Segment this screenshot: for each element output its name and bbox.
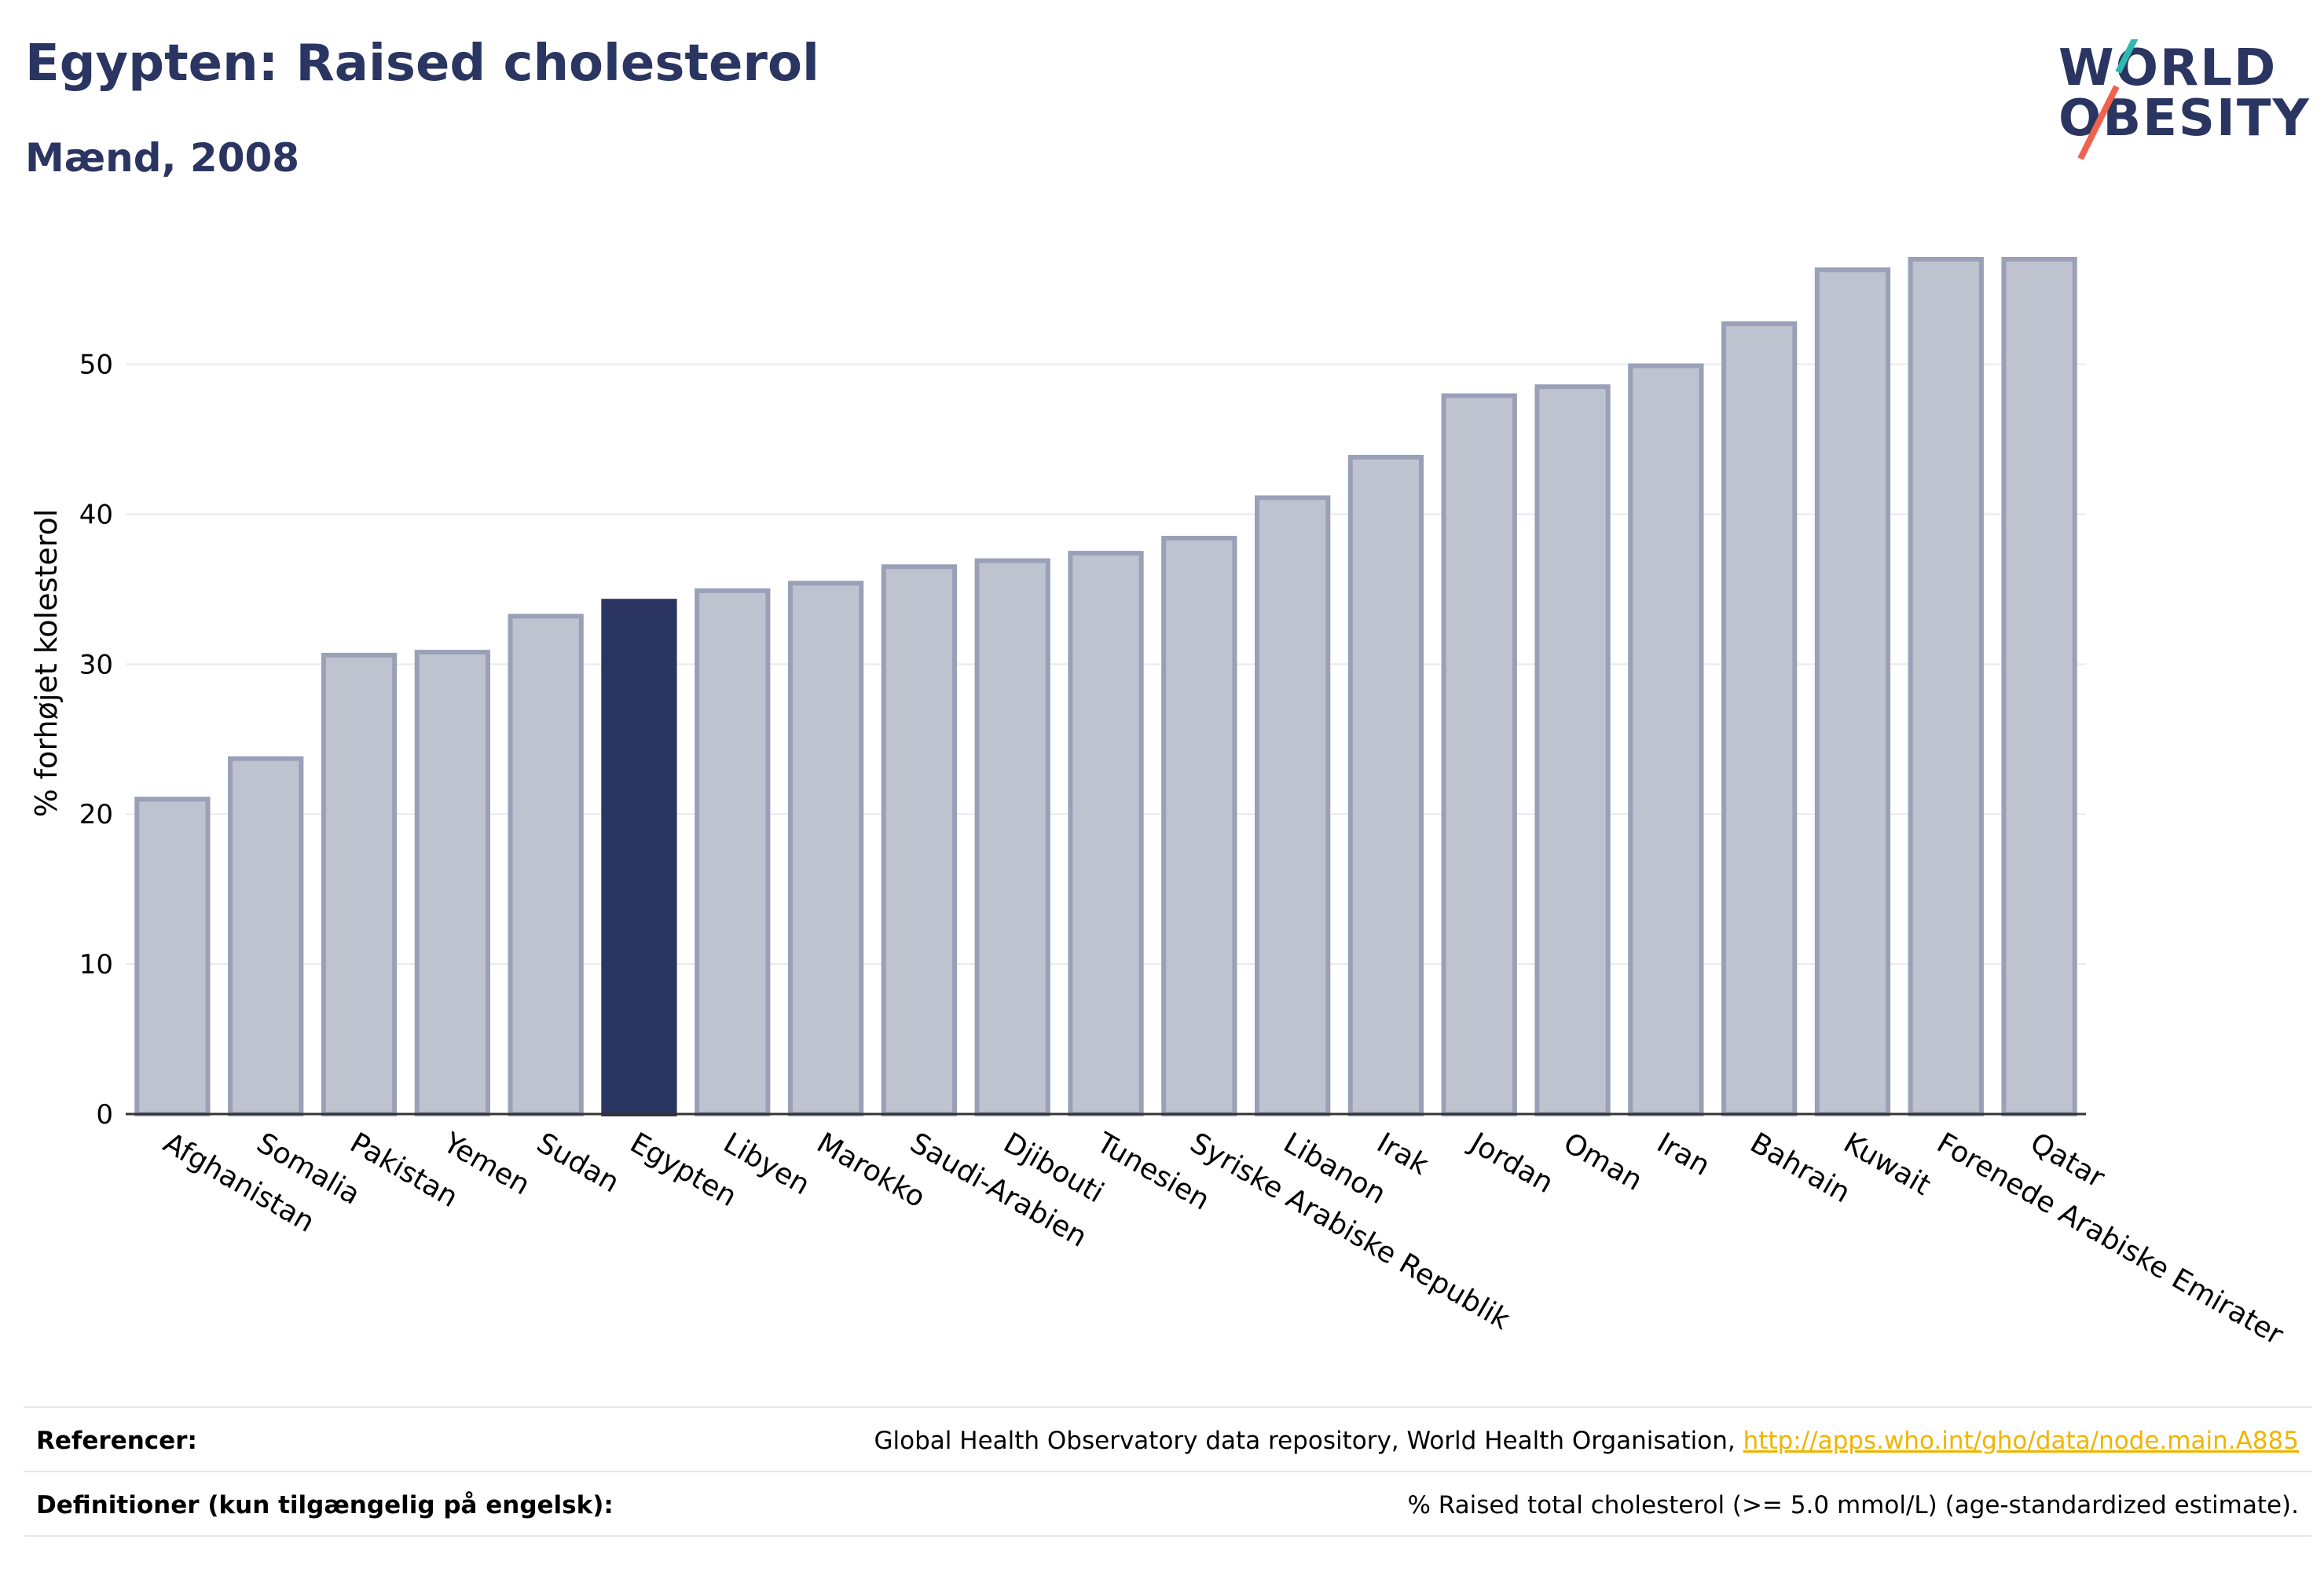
y-axis-label: % forhøjet kolesterol — [29, 509, 64, 818]
y-tick-label: 50 — [79, 350, 113, 381]
references-link[interactable]: http://apps.who.int/gho/data/node.main.A… — [1743, 1427, 2299, 1455]
chart-title: Egypten: Raised cholesterol — [25, 35, 819, 93]
x-tick-label: Oman — [1558, 1127, 1648, 1197]
logo-slash-icon — [2077, 39, 2139, 160]
bar — [321, 652, 398, 1116]
x-tick-label: Iran — [1651, 1127, 1715, 1182]
references-label: Referencer: — [36, 1427, 197, 1455]
references-row: Referencer: Global Health Observatory da… — [24, 1406, 2311, 1471]
x-tick-label: Bahrain — [1745, 1127, 1856, 1209]
x-tick-label: Jordan — [1464, 1126, 1559, 1200]
bar — [1254, 495, 1331, 1116]
definitions-text: % Raised total cholesterol (>= 5.0 mmol/… — [1407, 1491, 2299, 1519]
bar — [974, 558, 1050, 1116]
references-text: Global Health Observatory data repositor… — [874, 1427, 1736, 1455]
world-obesity-logo: WORLD OBESITY — [2058, 39, 2310, 165]
bar — [1068, 551, 1144, 1116]
bar — [228, 756, 304, 1116]
x-tick-label: Pakistan — [345, 1127, 464, 1214]
bar — [695, 588, 771, 1116]
bar — [508, 614, 584, 1116]
x-tick-label: Forenede Arabiske Emirater — [1931, 1127, 2289, 1351]
bar — [601, 599, 677, 1116]
bar — [1534, 384, 1611, 1116]
bar — [1908, 257, 1984, 1116]
bar — [1721, 321, 1798, 1116]
bar — [787, 581, 864, 1116]
bar — [2001, 257, 2077, 1116]
bar — [1628, 363, 1704, 1116]
y-tick-label: 40 — [79, 499, 113, 530]
bar — [881, 564, 958, 1116]
y-tick-label: 20 — [79, 799, 113, 830]
definitions-label: Definitioner (kun tilgængelig på engelsk… — [36, 1491, 614, 1519]
y-tick-label: 30 — [79, 649, 113, 680]
bar — [1441, 393, 1517, 1116]
y-tick-label: 10 — [79, 949, 113, 980]
references-value: Global Health Observatory data repositor… — [874, 1427, 2299, 1455]
bar — [1161, 536, 1237, 1116]
x-tick-label: Egypten — [625, 1127, 742, 1213]
x-tick-label: Irak — [1371, 1127, 1434, 1182]
y-tick-label: 0 — [96, 1099, 113, 1131]
logo-line-1: WORLD — [2058, 39, 2278, 97]
definitions-row: Definitioner (kun tilgængelig på engelsk… — [24, 1471, 2311, 1535]
bar — [134, 797, 211, 1116]
x-tick-label: Kuwait — [1838, 1127, 1936, 1202]
bar — [1814, 267, 1891, 1116]
x-tick-label: Sudan — [531, 1127, 625, 1199]
chart-subtitle: Mænd, 2008 — [25, 135, 300, 181]
bar — [414, 650, 490, 1116]
bar — [1347, 454, 1424, 1116]
